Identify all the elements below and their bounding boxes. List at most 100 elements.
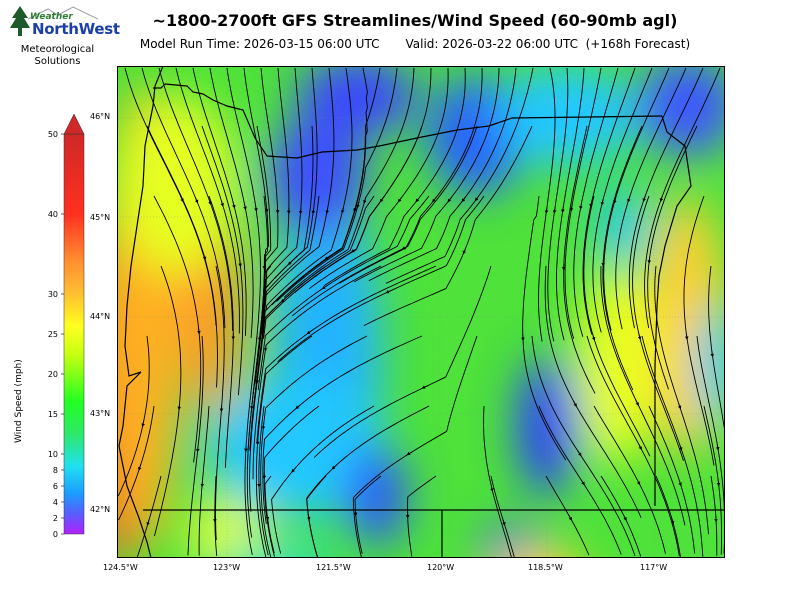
wind-map [117,65,726,559]
streamline [141,67,226,329]
streamline-arrow [385,289,392,294]
streamline-arrow [502,519,506,526]
wind-map-graphic [117,65,726,559]
streamline [261,67,303,330]
colorbar-extend-arrow [63,113,85,135]
streamline [324,67,466,286]
streamline-arrow [589,201,593,208]
streamline-arrow [177,403,182,411]
streamline-arrow [325,207,329,215]
streamline [531,335,636,557]
streamline [339,67,483,284]
streamline-arrow [340,206,345,214]
streamline [354,67,500,283]
streamline [547,67,569,342]
colorbar-tick-label: 8 [53,466,58,475]
streamline-arrow [659,195,664,202]
mountain-icon [28,6,98,20]
streamline [600,265,686,526]
lon-label-123: 123°W [213,563,241,572]
streamline [252,265,382,480]
streamline [249,265,327,512]
streamline-arrow [331,464,337,470]
colorbar-tick-label: 2 [53,514,58,523]
streamline-arrow [421,385,428,389]
streamline-arrow [291,467,297,473]
streamline-arrow [561,206,565,214]
streamline [255,335,313,558]
weather-northwest-logo: Weather NorthWest Meteorological Solutio… [10,6,120,70]
streamline-arrow [265,513,270,521]
streamline-arrow [397,196,403,203]
streamline-arrow [195,445,200,453]
streamline [257,195,430,391]
streamline [483,405,512,558]
streamline-arrow [636,479,641,486]
graticule [117,66,725,558]
streamline-arrow [311,207,316,215]
streamline-arrow [635,399,639,407]
streamline-arrow [623,514,627,522]
colorbar-tick-label: 0 [53,530,58,539]
streamline [306,475,327,559]
streamline-arrow [138,464,142,471]
streamline-arrow [573,400,577,408]
streamline [592,67,653,333]
streamline-arrow [350,248,357,253]
streamline [632,195,684,461]
streamline-arrow [321,285,328,290]
state-borders [118,65,725,559]
streamline [563,125,596,394]
run-info: Model Run Time: 2026-03-15 06:00 UTC Vali… [120,37,710,51]
lon-label-121-5: 121.5°W [316,563,351,572]
streamline [615,67,687,330]
streamline [136,475,162,558]
streamline-arrow [141,420,145,428]
southern-border [143,509,725,558]
streamline-arrow [250,402,254,410]
streamline [564,67,602,339]
streamline-arrow [552,207,557,214]
colorbar-tick-label: 4 [53,498,58,507]
streamline-arrow [287,260,294,266]
wind-speed-field [117,66,725,558]
streamline [215,265,225,541]
streamline [308,67,449,290]
colorbar-tick-label: 30 [48,290,58,299]
lon-label-117: 117°W [640,563,668,572]
tree-icon [10,6,30,36]
colorbar-graphic: 0 2 4 6 8 10 15 20 25 30 40 50 [48,113,85,539]
streamline [573,67,619,337]
streamline [226,67,261,340]
streamline-arrow [637,333,642,341]
streamline [582,67,636,335]
streamline-arrow [406,451,413,456]
streamline-arrow [432,196,437,203]
streamline-arrow [306,330,313,335]
lon-label-118-5: 118.5°W [528,563,563,572]
lat-label-42: 42°N [90,505,111,514]
streamline-arrow [255,377,260,384]
logo-word-northwest: NorthWest [32,20,120,38]
streamline-arrow [232,201,236,209]
colorbar-label: Wind Speed (mph) [14,359,24,443]
streamline-arrow [544,207,549,214]
streamline-arrow [462,248,467,255]
streamline-arrow [261,422,266,430]
lat-label-44: 44°N [90,312,111,321]
logo-subtitle-line1: Meteorological [20,44,95,55]
streamline [208,195,234,468]
streamline [385,67,534,284]
streamline [490,475,515,558]
streamline [260,335,368,558]
streamline-arrow [243,203,247,211]
chart-title: ~1800-2700ft GFS Streamlines/Wind Speed … [152,11,678,30]
streamline [262,67,335,318]
streamline-arrow [715,444,720,451]
streamline [256,265,437,444]
streamline [352,335,478,558]
streamline [593,405,666,554]
streamline-arrow [568,514,572,521]
streamline-arrow [208,198,212,206]
streamline [158,67,233,331]
